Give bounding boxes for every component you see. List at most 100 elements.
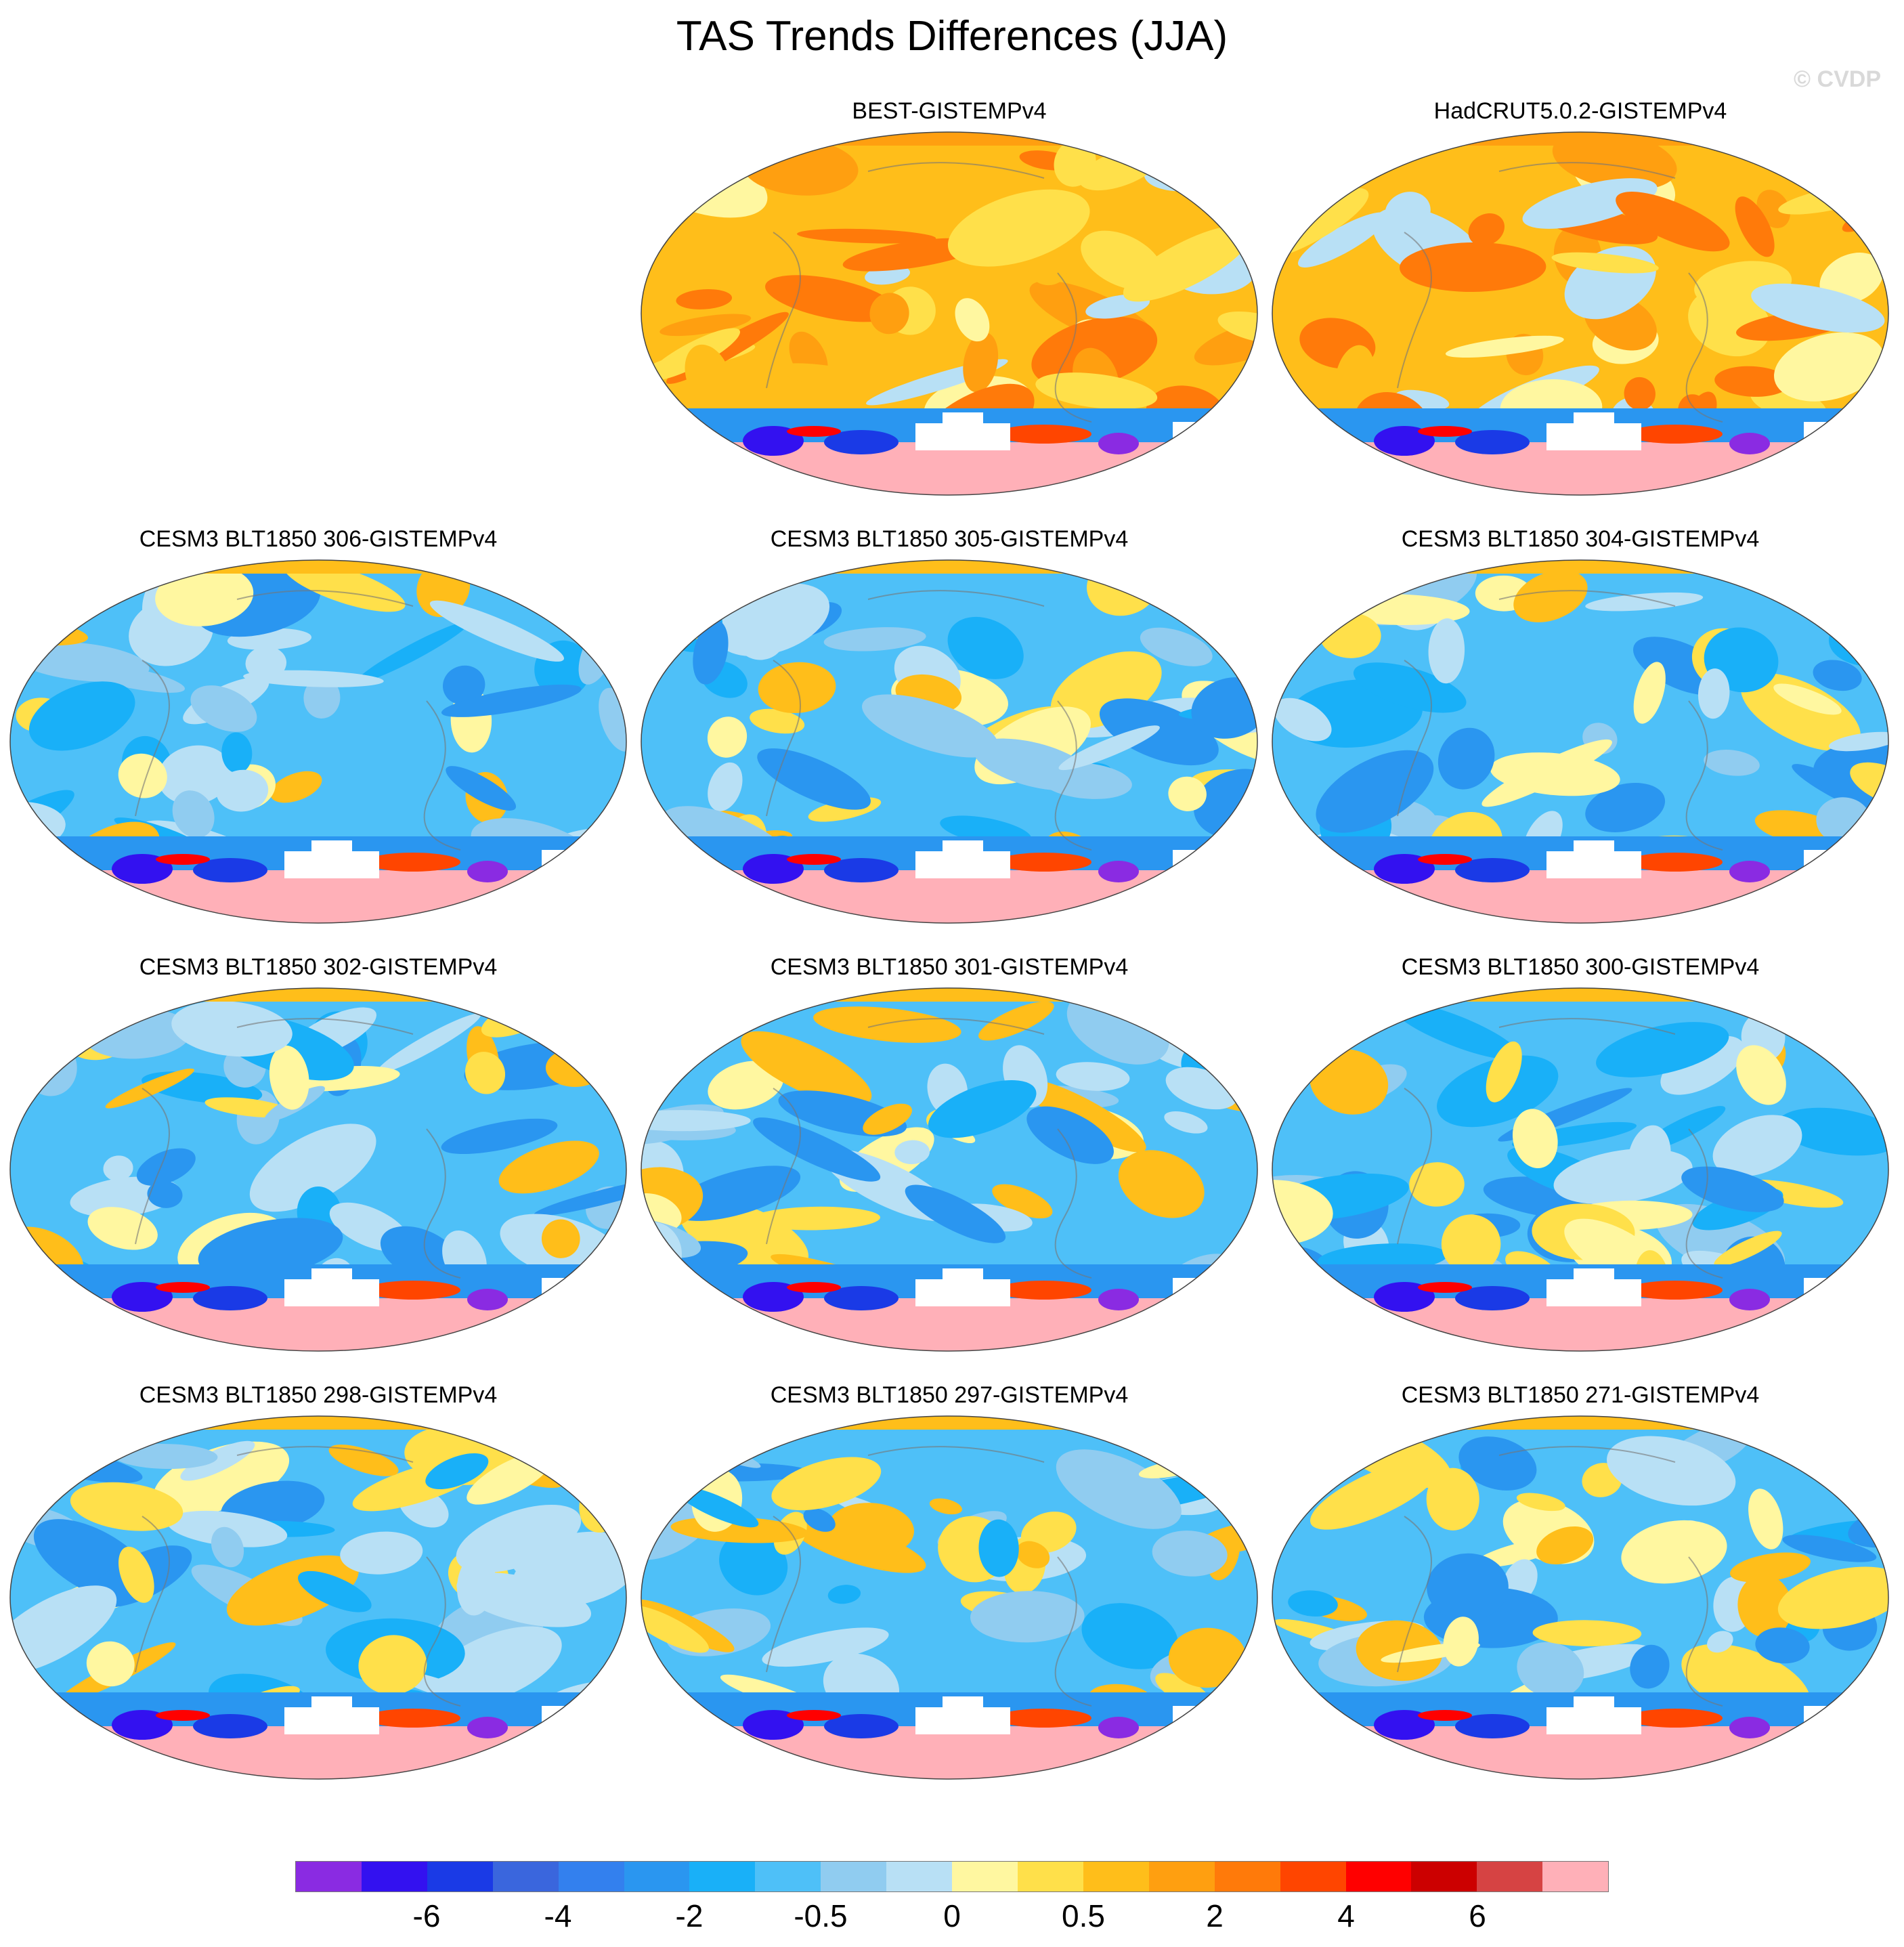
- colorbar-box: [755, 1862, 821, 1891]
- trend-region: [1782, 1535, 1877, 1562]
- trend-region: [1409, 1162, 1465, 1207]
- trend-region: [171, 1001, 293, 1057]
- trend-region: [221, 732, 253, 773]
- trend-region: [513, 1531, 620, 1577]
- trend-region: [992, 1184, 1053, 1219]
- trend-region: [668, 1430, 761, 1468]
- trend-region: [1842, 198, 1888, 232]
- colorbar-box: [492, 1862, 559, 1891]
- trend-region: [303, 677, 341, 719]
- trend-region: [1310, 1459, 1440, 1530]
- colorbar: -6 -4 -2 -0.5 0 0.5 2 4 6: [295, 1861, 1609, 1935]
- trend-region: [1486, 1041, 1522, 1103]
- panel-title: BEST-GISTEMPv4: [852, 98, 1047, 124]
- map-graphic: [641, 559, 1258, 924]
- trend-region: [1516, 1493, 1565, 1512]
- trend-region: [963, 332, 999, 393]
- trend-region: [441, 684, 582, 717]
- trend-region: [1056, 1062, 1130, 1091]
- panel-title: CESM3 BLT1850 300-GISTEMPv4: [1401, 954, 1760, 980]
- map-graphic: [1272, 131, 1889, 496]
- trend-region: [671, 1165, 801, 1221]
- trend-region: [1585, 592, 1704, 612]
- trend-region: [970, 1591, 1085, 1643]
- trend-region: [641, 1605, 709, 1653]
- colorbar-box: [1411, 1862, 1477, 1891]
- trend-region: [771, 1457, 882, 1511]
- trend-region: [1140, 627, 1213, 666]
- trend-region: [929, 1498, 962, 1515]
- trend-region: [813, 1006, 961, 1043]
- trend-region: [1081, 1603, 1178, 1669]
- trend-region: [750, 708, 805, 734]
- trend-region: [827, 1585, 861, 1604]
- map-panel: CESM3 BLT1850 302-GISTEMPv4: [7, 954, 630, 1354]
- trend-region: [147, 1180, 183, 1208]
- trend-region: [797, 228, 936, 244]
- colorbar-tick-label: 6: [1469, 1898, 1486, 1933]
- trend-region: [72, 662, 186, 693]
- map-outline: [9, 987, 627, 1352]
- map-panel: CESM3 BLT1850 298-GISTEMPv4: [7, 1382, 630, 1782]
- trend-region: [1585, 783, 1666, 832]
- trend-region: [425, 1453, 489, 1490]
- map-panel: CESM3 BLT1850 306-GISTEMPv4: [7, 526, 630, 926]
- trend-region: [1164, 1111, 1208, 1134]
- trend-region: [664, 1029, 693, 1058]
- trend-region: [118, 753, 167, 798]
- trend-region: [1056, 1449, 1182, 1529]
- trend-region: [1596, 1022, 1729, 1077]
- trend-region: [1152, 1531, 1228, 1577]
- map-outline: [1272, 131, 1889, 496]
- map-graphic: [641, 131, 1258, 496]
- trend-region: [741, 1031, 872, 1106]
- colorbar-box: [427, 1862, 493, 1891]
- trend-region: [541, 1219, 580, 1258]
- trend-region: [1813, 660, 1862, 691]
- trend-region: [708, 762, 743, 811]
- colorbar-tick-label: -0.5: [794, 1898, 848, 1933]
- trend-region: [978, 1001, 1054, 1041]
- trend-region: [1316, 750, 1434, 833]
- trend-region: [465, 1052, 506, 1094]
- map-outline: [9, 559, 627, 924]
- trend-region: [1028, 250, 1068, 286]
- trend-region: [1517, 1642, 1584, 1698]
- trend-region: [1356, 1620, 1443, 1682]
- trend-region: [243, 670, 384, 687]
- trend-region: [1777, 1566, 1888, 1629]
- trend-region: [10, 1061, 34, 1091]
- trend-region: [136, 1148, 196, 1186]
- trend-region: [676, 288, 733, 309]
- trend-region: [947, 189, 1090, 267]
- trend-region: [86, 1641, 135, 1687]
- map-outline: [641, 1415, 1258, 1780]
- trend-region: [1445, 335, 1564, 358]
- panel-title: CESM3 BLT1850 306-GISTEMPv4: [139, 526, 498, 552]
- trend-region: [823, 627, 926, 651]
- map-graphic: [1272, 987, 1889, 1352]
- trend-region: [1391, 1002, 1519, 1060]
- trend-region: [1512, 1109, 1558, 1169]
- trend-region: [1303, 584, 1363, 607]
- panel-title: CESM3 BLT1850 298-GISTEMPv4: [139, 1382, 498, 1408]
- trend-region: [1058, 725, 1160, 771]
- figure-title: TAS Trends Differences (JJA): [676, 13, 1228, 60]
- trend-region: [974, 738, 1094, 791]
- trend-region: [1335, 345, 1375, 408]
- colorbar-box: [1280, 1862, 1346, 1891]
- trend-region: [1513, 570, 1588, 622]
- trend-region: [211, 1526, 244, 1568]
- trend-region: [1468, 213, 1505, 247]
- map-panel: HadCRUT5.0.2-GISTEMPv4: [1269, 98, 1892, 498]
- trend-region: [1272, 616, 1305, 647]
- trend-region: [1081, 230, 1163, 291]
- colorbar-box: [1017, 1862, 1083, 1891]
- trend-region: [1426, 1468, 1479, 1531]
- trend-region: [1633, 662, 1666, 724]
- trend-region: [190, 685, 257, 732]
- trend-region: [1751, 283, 1885, 333]
- colorbar-box: [952, 1862, 1018, 1891]
- trend-region: [1741, 673, 1861, 752]
- map-graphic: [1272, 559, 1889, 924]
